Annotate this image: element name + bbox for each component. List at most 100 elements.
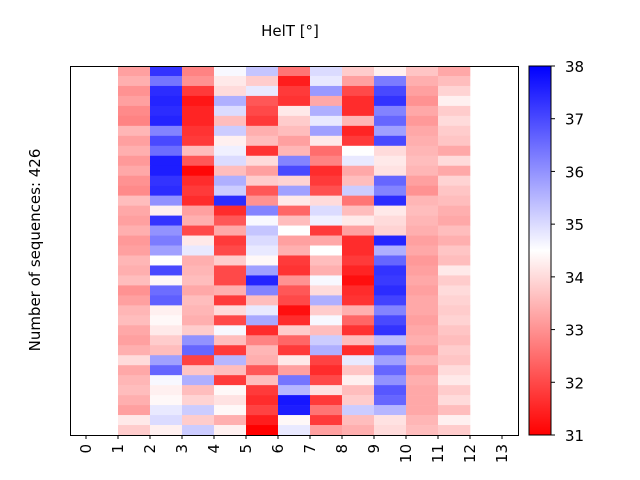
heatmap-cell [150,105,183,117]
heatmap-cell [278,175,311,186]
heatmap-cell [278,415,311,426]
heatmap-cell [374,155,407,167]
heatmap-cell [150,66,183,77]
heatmap-cell [374,385,407,396]
heatmap-cell [182,245,215,256]
heatmap-cell [118,285,151,296]
heatmap-cell [310,75,343,87]
heatmap-cell [150,145,183,157]
heatmap-cell [150,155,183,167]
heatmap-cell [182,285,215,296]
x-tick-label: 7 [301,444,319,454]
heatmap-cell [406,295,439,306]
colorbar-tick-label: 32 [565,374,584,392]
heatmap-cell [150,255,183,266]
heatmap-cell [438,335,471,346]
heatmap-cell [374,75,407,87]
heatmap-cell [406,405,439,416]
heatmap-cell [214,175,247,186]
heatmap-cell [278,85,311,97]
heatmap-cell [310,165,343,177]
heatmap-cell [118,395,151,406]
heatmap-cell [278,405,311,416]
heatmap-cell [438,275,471,286]
heatmap-cell [246,155,279,167]
heatmap-cell [150,325,183,336]
heatmap-cell [150,385,183,396]
heatmap-cell [342,385,375,396]
heatmap-cell [214,365,247,376]
heatmap-cell [118,365,151,376]
heatmap-cell [342,325,375,336]
x-tick-label: 6 [269,444,287,454]
heatmap-cell [214,165,247,177]
heatmap-cell [246,425,279,436]
heatmap-cell [182,365,215,376]
heatmap-cell [342,225,375,236]
heatmap-cell [342,105,375,117]
heatmap-cell [374,105,407,117]
heatmap-cell [182,405,215,416]
heatmap-cell [342,335,375,346]
heatmap-cell [374,405,407,416]
plot-frame [70,66,519,436]
heatmap-cell [310,245,343,256]
heatmap-cell [150,175,183,186]
heatmap-cell [310,66,343,77]
heatmap-cell [438,365,471,376]
heatmap-cell [438,315,471,326]
heatmap-cell [406,325,439,336]
heatmap-cell [118,95,151,107]
heatmap-cell [118,325,151,336]
heatmap-cell [342,175,375,186]
heatmap-cell [246,215,279,226]
heatmap-cell [182,225,215,236]
heatmap-cell [214,305,247,316]
heatmap-cell [214,255,247,266]
heatmap-cell [246,395,279,406]
heatmap-cell [182,255,215,266]
heatmap-cell [278,75,311,87]
heatmap-cell [438,85,471,97]
heatmap-cell [438,345,471,356]
heatmap-cell [374,345,407,356]
heatmap-cell [214,66,247,77]
heatmap-cell [118,165,151,177]
heatmap-cell [278,305,311,316]
heatmap-cell [310,315,343,326]
heatmap-cell [374,135,407,147]
heatmap-cell [374,375,407,386]
heatmap-cell [342,375,375,386]
heatmap-cell [150,115,183,127]
heatmap-cell [246,285,279,296]
x-tick-label: 5 [237,444,255,454]
heatmap-cell [406,345,439,356]
heatmap-cell [214,205,247,216]
heatmap-cell [246,145,279,157]
heatmap-cell [342,85,375,97]
heatmap-cell [438,225,471,236]
heatmap-cell [278,285,311,296]
heatmap-cell [182,205,215,216]
heatmap-cell [278,275,311,286]
heatmap-cell [342,115,375,127]
heatmap-cell [438,105,471,117]
heatmap-cell [438,385,471,396]
heatmap-cell [214,215,247,226]
heatmap-cell [406,115,439,127]
heatmap-cell [150,75,183,87]
colorbar-tick-label: 33 [565,322,584,340]
heatmap-cell [182,385,215,396]
heatmap-cell [438,195,471,206]
heatmap-cell [214,115,247,127]
heatmap-cell [150,265,183,276]
heatmap-cell [438,305,471,316]
heatmap-cell [182,265,215,276]
heatmap-cell [342,285,375,296]
heatmap-cell [310,345,343,356]
heatmap-cell [310,125,343,137]
heatmap-cell [150,375,183,386]
heatmap-cell [406,215,439,226]
heatmap-cell [214,395,247,406]
heatmap-cell [214,75,247,87]
